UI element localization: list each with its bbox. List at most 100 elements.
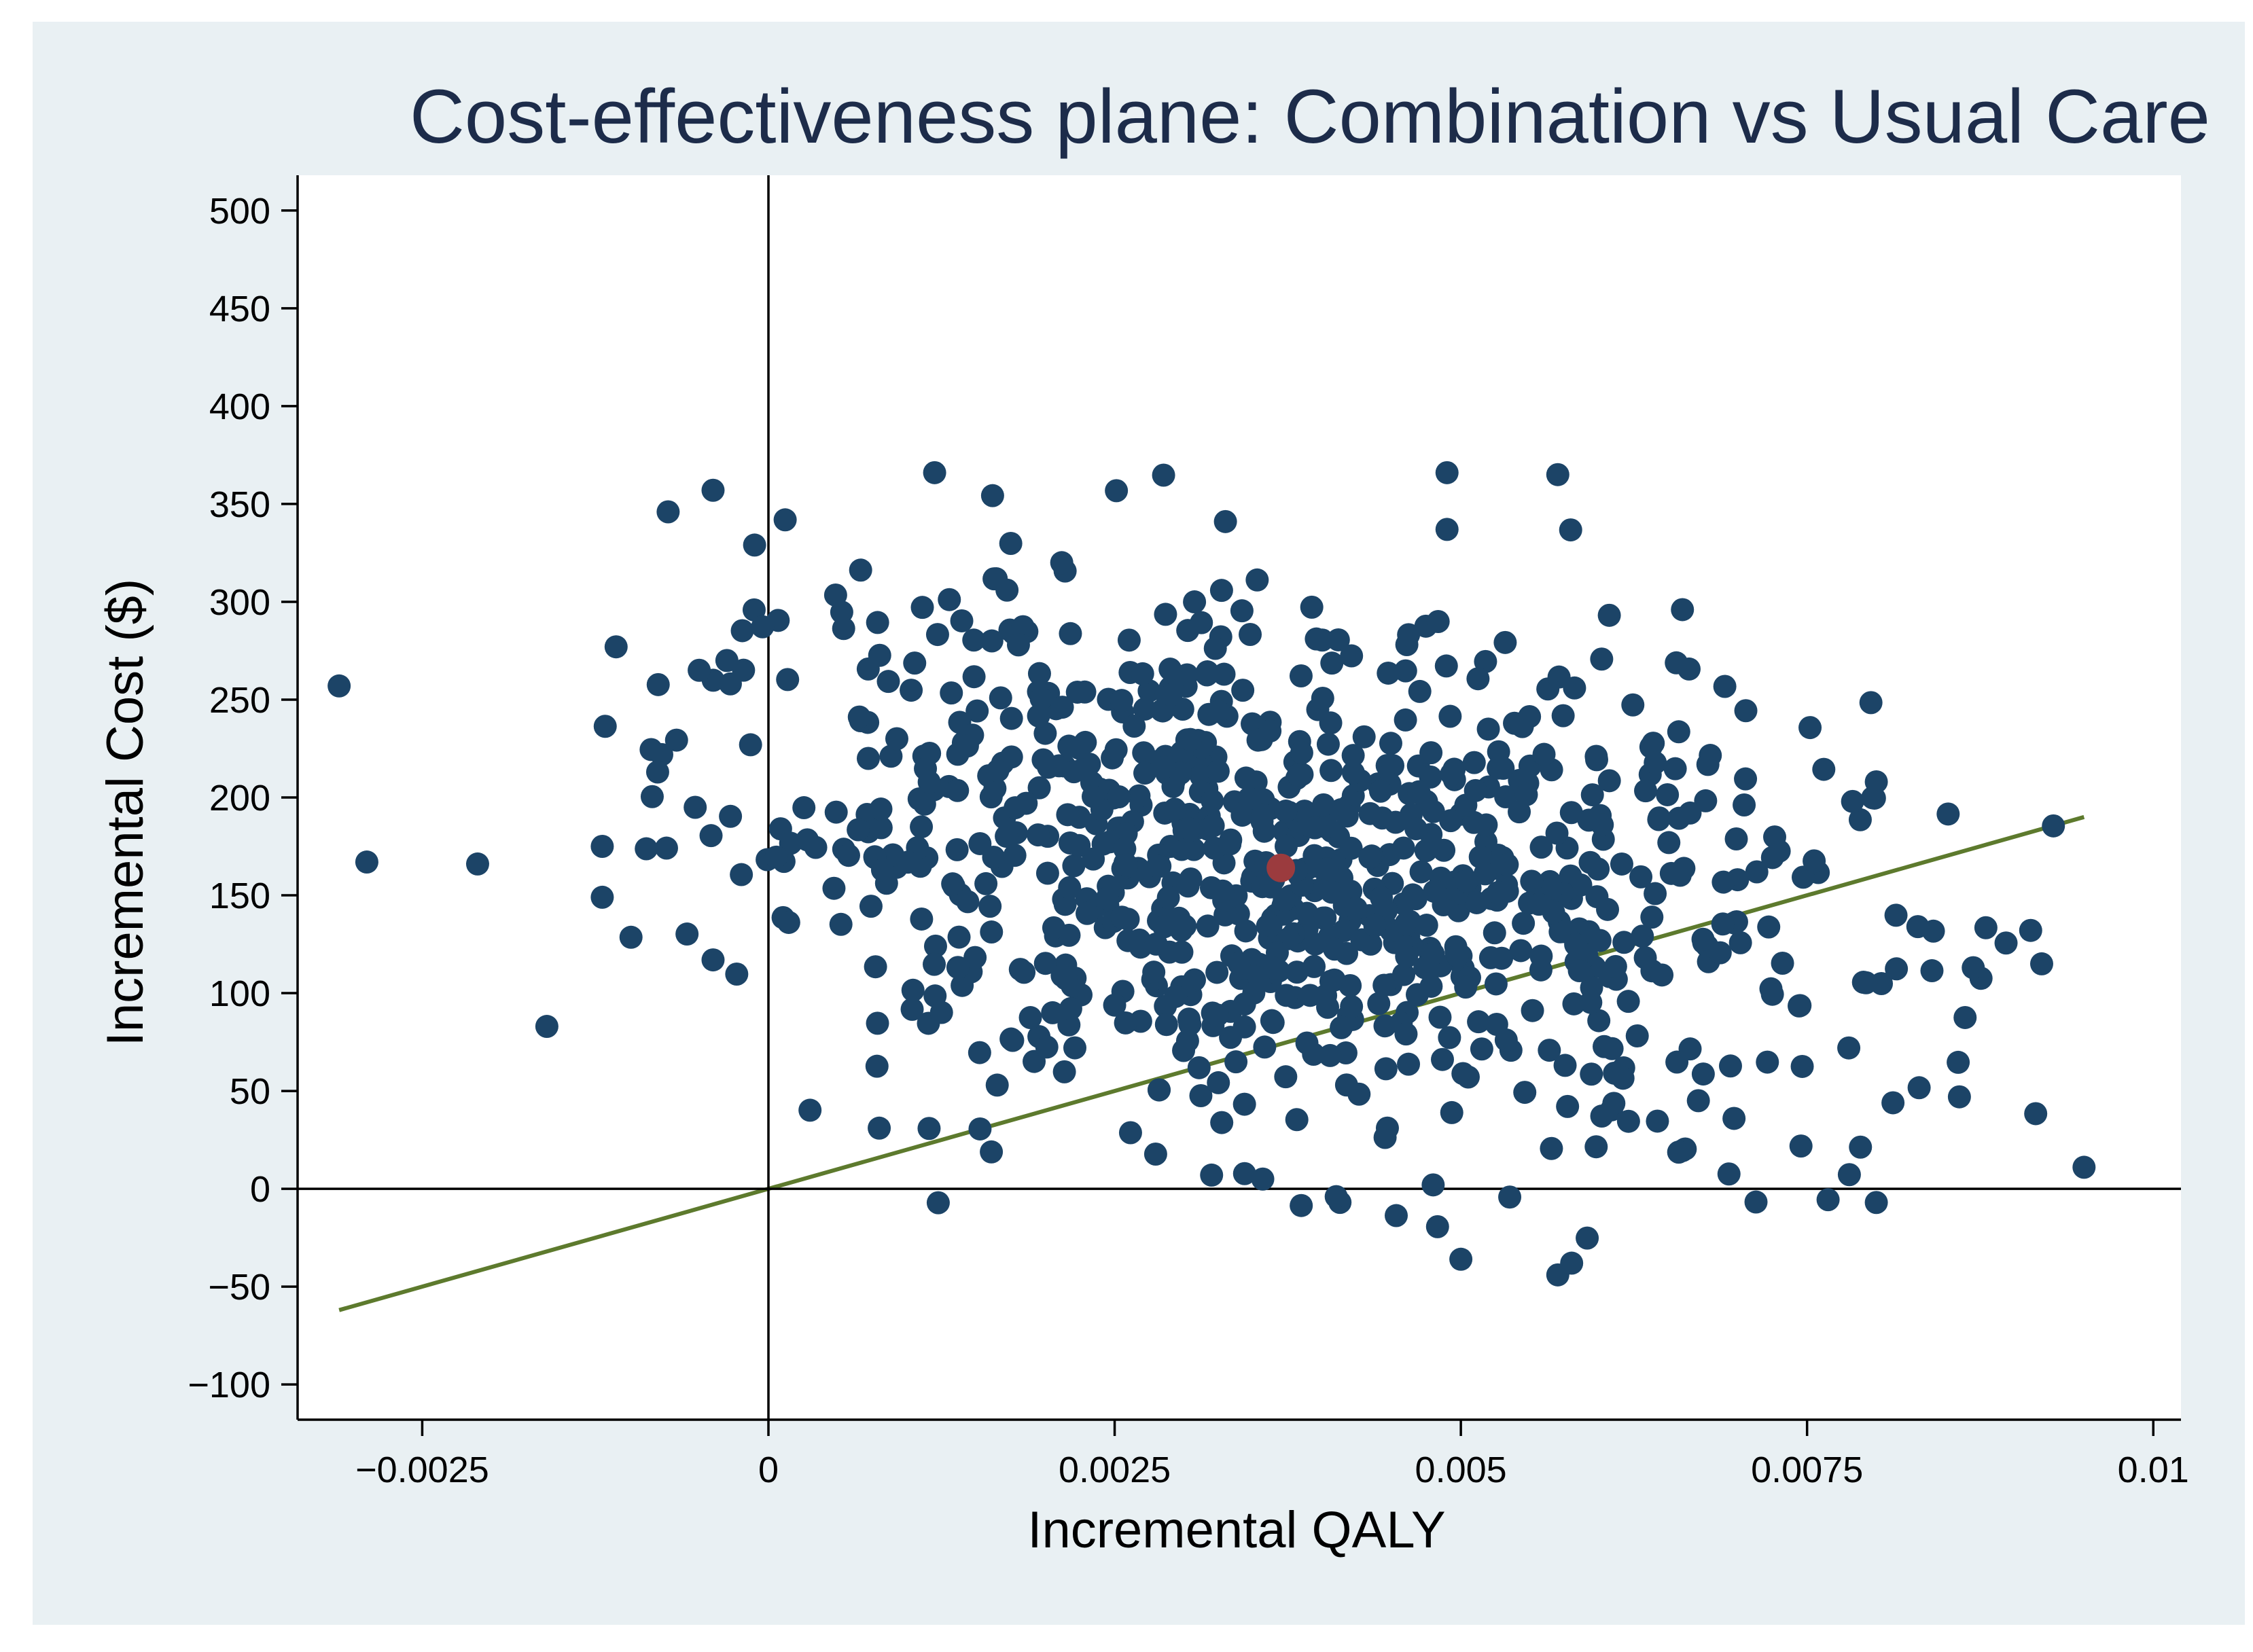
scatter-point (1142, 960, 1166, 984)
scatter-point (1003, 844, 1027, 867)
scatter-point (1439, 809, 1463, 833)
scatter-point (1708, 941, 1732, 965)
y-axis-label: Incremental Cost ($) (96, 579, 154, 1046)
reference-lines (298, 175, 2181, 1420)
scatter-point (1211, 879, 1235, 903)
scatter-point (999, 532, 1023, 556)
scatter-point (995, 825, 1018, 848)
scatter-point (1596, 897, 1620, 921)
scatter-point (1394, 1022, 1418, 1046)
scatter-point (1419, 974, 1443, 998)
scatter-point (1483, 921, 1506, 945)
scatter-point (1625, 1024, 1649, 1047)
scatter-point (1553, 1054, 1577, 1077)
scatter-point (1146, 855, 1169, 878)
scatter-point (1474, 649, 1497, 673)
scatter-point (751, 615, 775, 639)
scatter-point (684, 795, 707, 819)
scatter-point (535, 1015, 558, 1039)
scatter-point (798, 1098, 822, 1122)
scatter-point (1195, 663, 1219, 687)
scatter-point (1035, 1035, 1059, 1059)
scatter-point (1514, 783, 1538, 806)
scatter-point (1163, 797, 1186, 821)
scatter-point (1906, 915, 1930, 939)
scatter-point (1494, 1028, 1518, 1052)
x-tick-label: 0 (758, 1450, 779, 1490)
scatter-point (946, 778, 970, 802)
scatter-point (1841, 789, 1864, 813)
scatter-point (1394, 708, 1417, 732)
scatter-point (1590, 1105, 1614, 1128)
scatter-point (1513, 1081, 1537, 1105)
scatter-point (1259, 914, 1283, 937)
scatter-point (1035, 861, 1059, 885)
scatter-point (900, 679, 923, 702)
y-tick-label: 150 (209, 876, 270, 916)
scatter-point (955, 734, 979, 758)
scatter-point (1597, 769, 1621, 793)
scatter-point (947, 925, 971, 949)
scatter-point (1274, 800, 1298, 823)
scatter-point (951, 973, 974, 997)
scatter-point (962, 665, 986, 689)
scatter-point (1011, 615, 1035, 639)
scatter-point (2019, 918, 2042, 942)
scatter-point (1018, 1006, 1042, 1030)
scatter-point (1105, 479, 1129, 503)
scatter-point (1052, 1060, 1076, 1083)
scatter-point (604, 635, 628, 659)
scatter-point (1196, 914, 1220, 938)
scatter-point (1584, 744, 1608, 768)
scatter-point (1718, 1054, 1742, 1078)
scatter-point (1326, 628, 1350, 651)
scatter-point (910, 596, 934, 620)
scatter-point (1616, 990, 1640, 1013)
y-tick-label: 50 (230, 1071, 270, 1112)
scatter-point (1143, 1143, 1167, 1166)
scatter-point (1391, 836, 1415, 860)
scatter-point (956, 890, 980, 914)
scatter-point (1315, 857, 1339, 881)
scatter-point (1200, 1163, 1224, 1187)
scatter-point (1239, 622, 1262, 646)
scatter-point (1559, 801, 1583, 825)
scatter-point (640, 785, 664, 808)
scatter-point (1432, 838, 1456, 862)
scatter-point (1920, 959, 1944, 983)
scatter-point (646, 672, 670, 696)
scatter-point (1330, 1016, 1353, 1039)
scatter-point (856, 747, 880, 770)
scatter-point (1177, 1007, 1201, 1031)
scatter-point (1152, 755, 1176, 779)
scatter-point (1717, 1162, 1741, 1186)
scatter-point (701, 948, 725, 972)
scatter-point (1358, 802, 1382, 825)
scatter-point (950, 609, 974, 632)
scatter-point (1677, 657, 1701, 681)
scatter-point (847, 818, 870, 842)
scatter-point (1212, 662, 1236, 686)
scatter-point (910, 907, 934, 931)
scatter-point (1440, 762, 1463, 786)
scatter-point (968, 1117, 992, 1141)
scatter-point (1722, 1107, 1746, 1130)
scatter-point (1231, 679, 1255, 702)
scatter-point (639, 738, 663, 761)
scatter-point (1117, 628, 1141, 652)
scatter-point (1510, 715, 1534, 738)
scatter-point (865, 1054, 889, 1078)
scatter-point (1580, 783, 1604, 807)
scatter-point (965, 699, 989, 723)
scatter-point (1454, 975, 1478, 999)
scatter-point (1320, 880, 1344, 904)
scatter-point (1790, 1054, 1814, 1078)
scatter-point (1379, 732, 1402, 755)
scatter-point (1372, 973, 1396, 997)
scatter-point (764, 845, 788, 869)
scatter-point (1947, 1050, 1970, 1074)
scatter-point (1206, 1003, 1230, 1027)
scatter-point (866, 1011, 889, 1035)
scatter-point (1837, 1163, 1861, 1187)
